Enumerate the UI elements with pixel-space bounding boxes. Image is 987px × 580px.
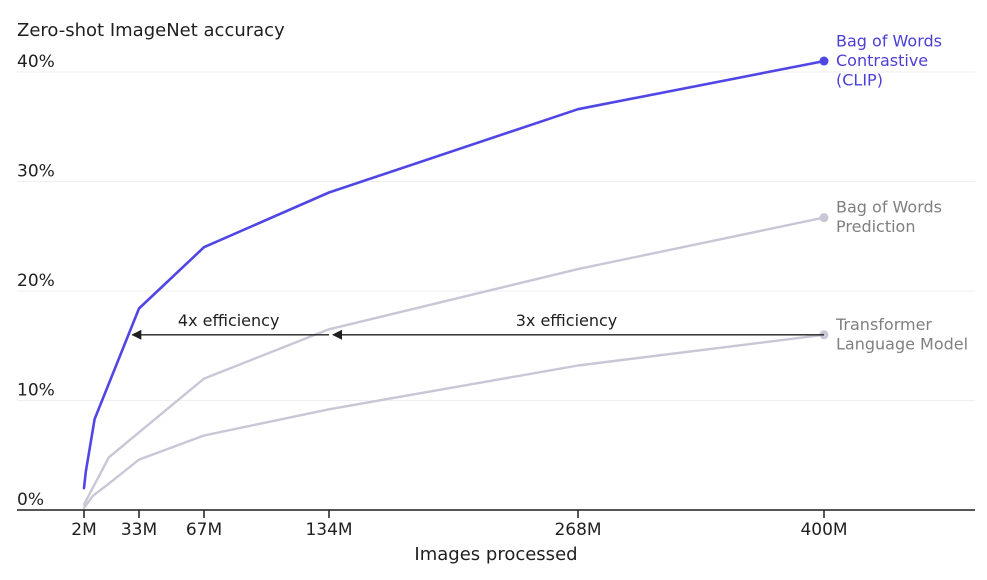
x-tick-label: 2M [71, 520, 96, 540]
y-tick-label: 0% [17, 490, 44, 510]
series-label: Bag of Words [836, 32, 942, 51]
series-label: Language Model [836, 334, 968, 353]
series-labels: Bag of WordsPredictionTransformerLanguag… [835, 32, 968, 354]
series-end-dot [819, 56, 829, 66]
x-tick-label: 67M [186, 520, 222, 540]
series-line [82, 59, 826, 490]
series-line [82, 216, 826, 506]
series-label: Transformer [835, 315, 932, 334]
x-tick-label: 400M [800, 520, 847, 540]
series-lines [82, 56, 829, 509]
x-axis-ticks: 2M 33M 67M 134M 268M 400M [71, 510, 848, 540]
series-end-dot [819, 213, 829, 223]
y-tick-label: 40% [17, 52, 55, 72]
chart-title: Zero-shot ImageNet accuracy [17, 20, 285, 41]
y-tick-label: 10% [17, 381, 55, 401]
gridlines [17, 71, 975, 401]
x-axis-title: Images processed [414, 544, 577, 565]
x-tick-label: 268M [554, 520, 601, 540]
series-label: Bag of Words [836, 198, 942, 217]
efficiency-label: 4x efficiency [178, 311, 280, 330]
y-tick-label: 20% [17, 271, 55, 291]
x-tick-label: 33M [121, 520, 157, 540]
efficiency-annotations: 4x efficiency 3x efficiency [131, 311, 824, 340]
series-label: Contrastive [836, 51, 928, 70]
series-line [82, 333, 826, 509]
y-axis-ticks: 0% 10% 20% 30% 40% [17, 52, 55, 510]
y-tick-label: 30% [17, 162, 55, 182]
series-label: Prediction [836, 217, 915, 236]
series-label: (CLIP) [836, 71, 883, 90]
x-tick-label: 134M [305, 520, 352, 540]
efficiency-label: 3x efficiency [516, 311, 618, 330]
